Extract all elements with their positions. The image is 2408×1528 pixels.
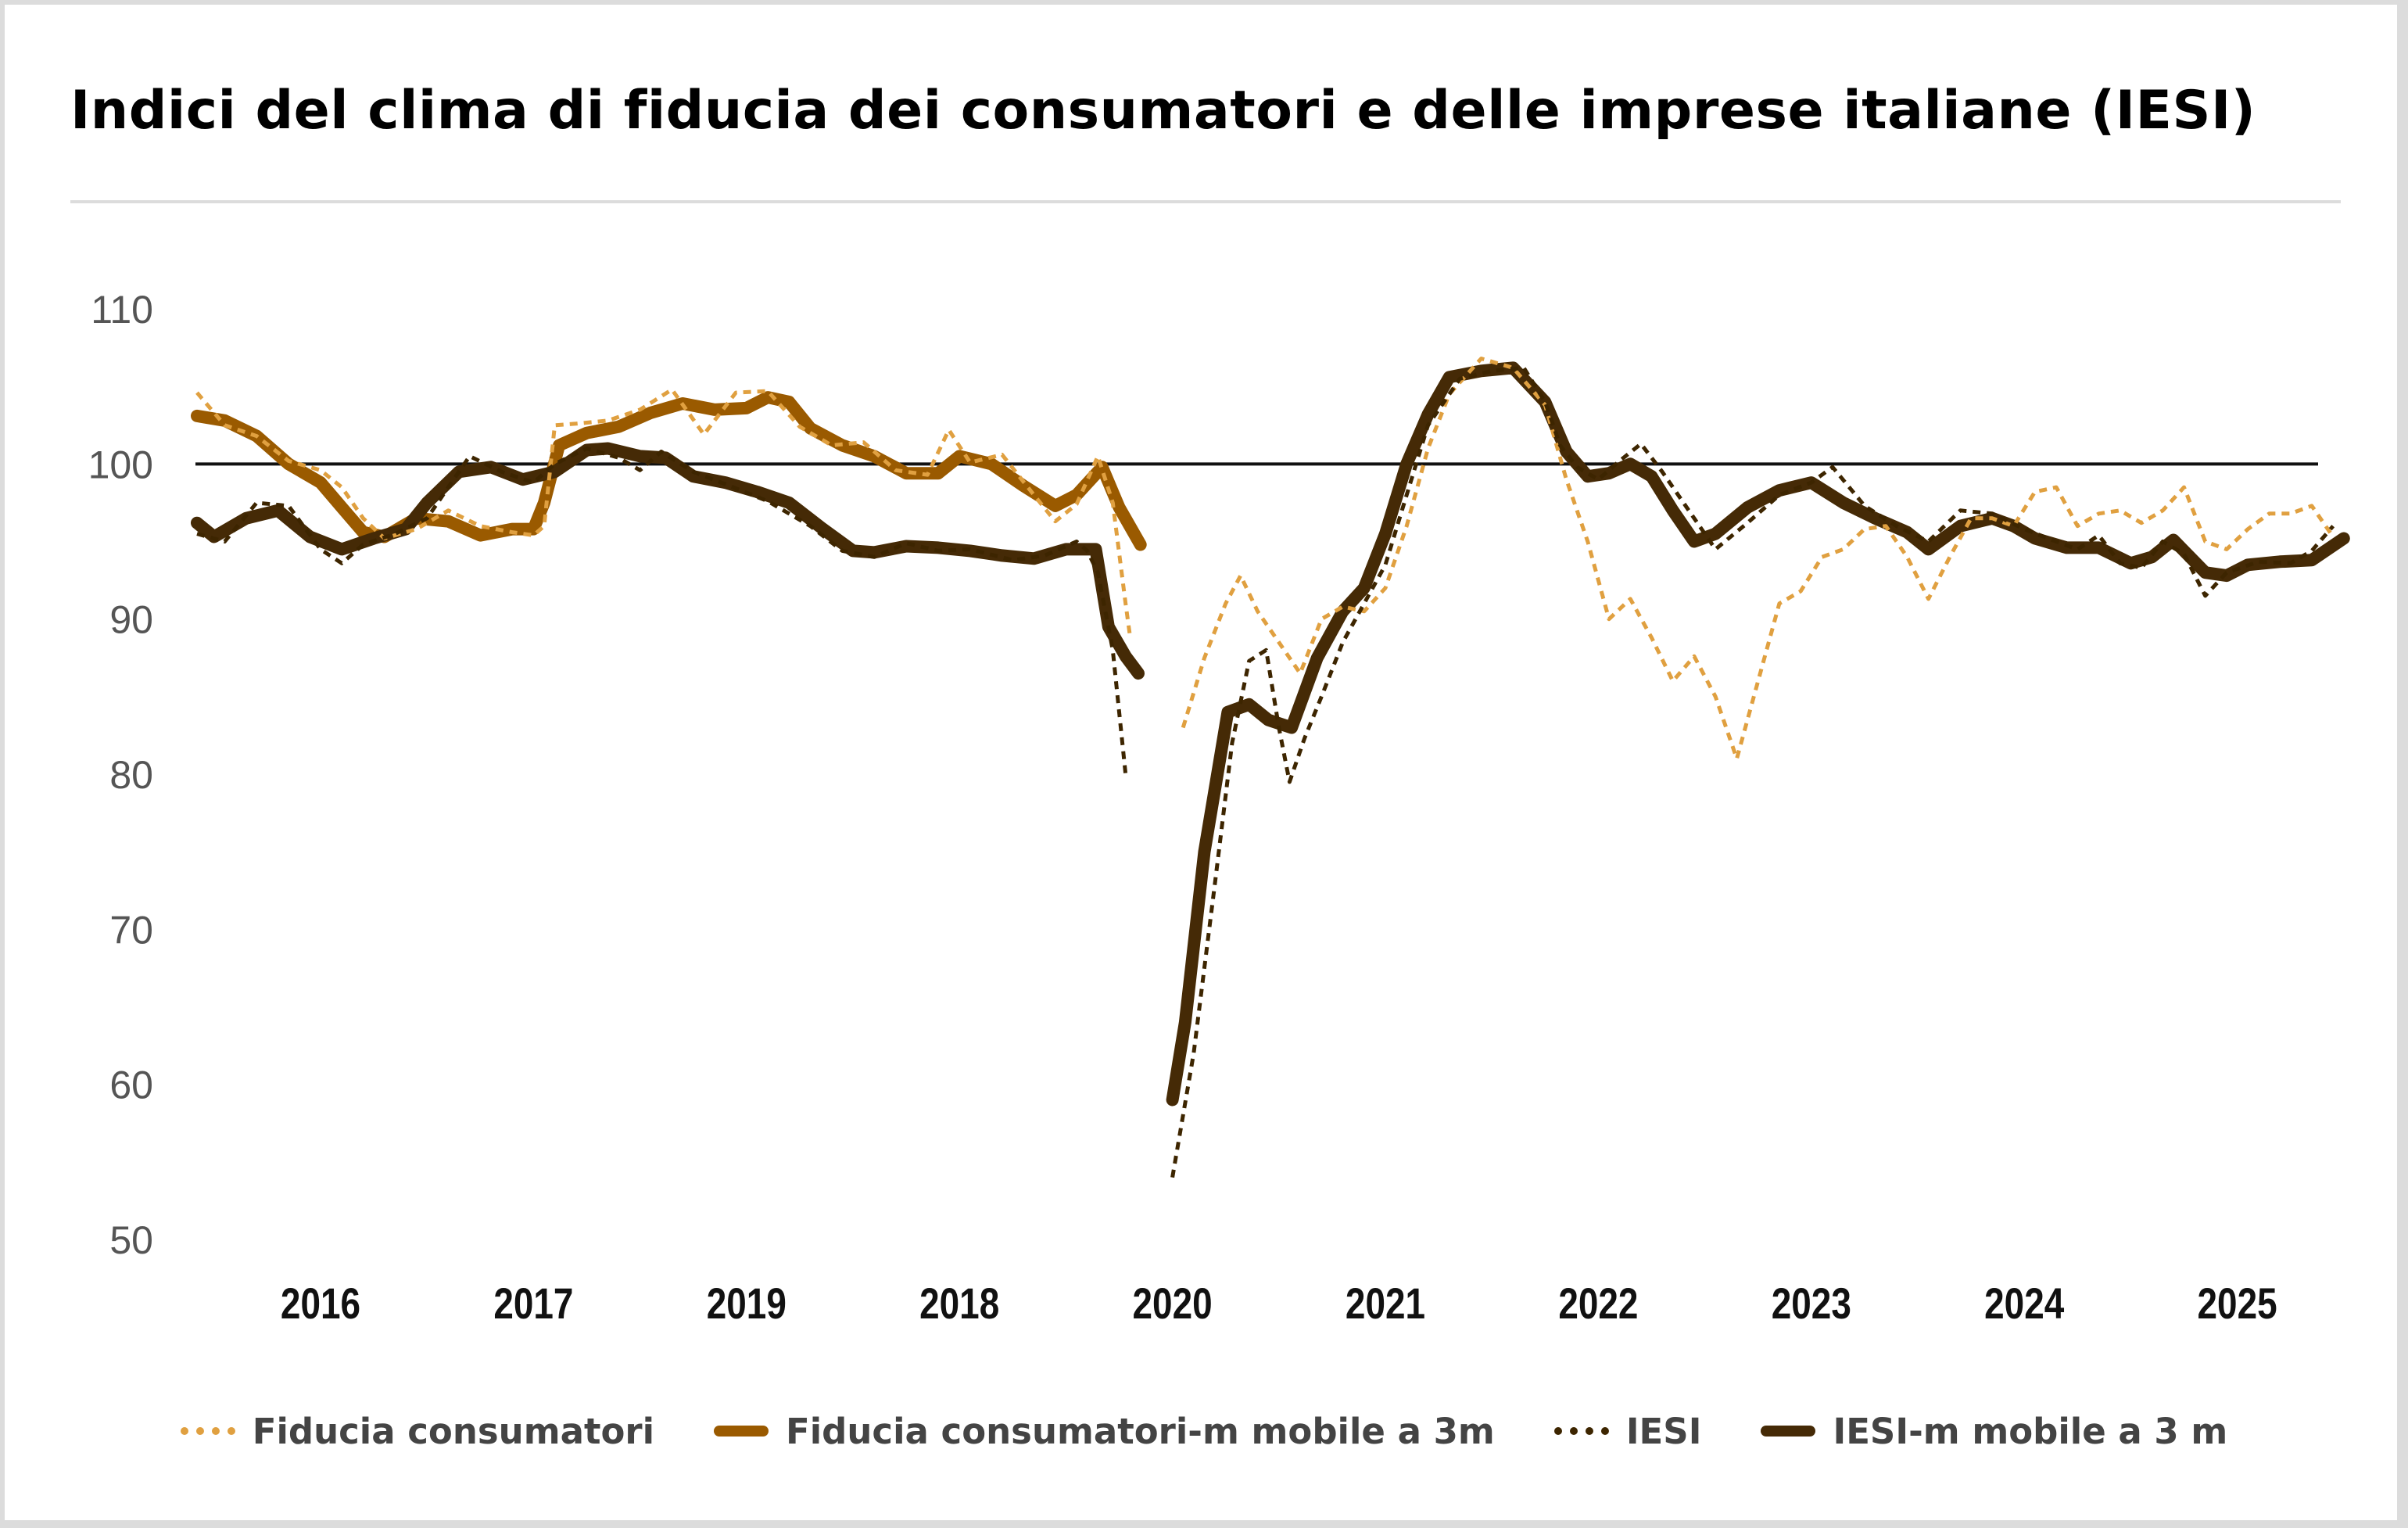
- series-iesi-m-mobile-a-3-m: [191, 361, 2350, 1107]
- series-iesi: [196, 365, 2335, 1178]
- chart-card: Indici del clima di fiducia dei consumat…: [5, 5, 2397, 1520]
- x-tick-label: 2019: [707, 1279, 787, 1328]
- series-line: [191, 442, 1145, 680]
- series-fiducia-consumatori-m-mobile-a-3m: [191, 391, 1147, 551]
- legend-label: IESI-m mobile a 3 m: [1833, 1410, 2228, 1452]
- legend-label: Fiducia consumatori: [252, 1410, 654, 1452]
- legend-item-iesi: IESI: [1553, 1410, 1702, 1452]
- y-tick-label: 100: [88, 443, 153, 486]
- legend-swatch-solid: [1761, 1426, 1816, 1437]
- legend-swatch-dotted: [180, 1427, 235, 1435]
- x-tick-label: 2018: [919, 1279, 999, 1328]
- legend-item-fiducia-consumatori: Fiducia consumatori: [180, 1410, 654, 1452]
- series-fiducia-consumatori: [195, 357, 2335, 761]
- series-line: [191, 391, 1147, 551]
- chart-title: Indici del clima di fiducia dei consumat…: [70, 80, 2256, 142]
- y-axis: 110 100 90 80 70 60 50: [88, 288, 153, 1262]
- y-tick-label: 80: [109, 753, 153, 797]
- legend-item-fiducia-consumatori-mobile: Fiducia consumatori-m mobile a 3m: [714, 1411, 1495, 1452]
- legend-swatch-dotted: [1553, 1427, 1609, 1435]
- series-line: [1181, 357, 2335, 761]
- legend-item-iesi-mobile: IESI-m mobile a 3 m: [1761, 1411, 2227, 1452]
- x-tick-label: 2021: [1346, 1279, 1425, 1328]
- y-tick-label: 110: [91, 288, 153, 332]
- legend-label: IESI: [1625, 1410, 1702, 1452]
- x-tick-label: 2016: [281, 1279, 360, 1328]
- y-tick-label: 90: [109, 598, 153, 642]
- x-tick-label: 2022: [1558, 1279, 1638, 1328]
- series-group: [191, 357, 2350, 1178]
- legend: Fiducia consumatori Fiducia consumatori-…: [0, 1408, 2408, 1454]
- series-line: [1170, 365, 2335, 1178]
- x-tick-label: 2017: [493, 1279, 573, 1328]
- legend-label: Fiducia consumatori-m mobile a 3m: [786, 1410, 1495, 1452]
- y-tick-label: 60: [109, 1064, 153, 1107]
- title-divider: [70, 200, 2341, 203]
- series-line: [195, 387, 1132, 635]
- series-line: [1166, 361, 2350, 1107]
- x-tick-label: 2024: [1984, 1279, 2065, 1328]
- x-tick-label: 2025: [2198, 1279, 2277, 1328]
- x-tick-label: 2020: [1133, 1279, 1213, 1328]
- x-tick-label: 2023: [1772, 1279, 1851, 1328]
- x-axis: 2016 2017 2019 2018 2020 2021 2022 2023 2024 2025: [281, 1279, 2277, 1328]
- y-tick-label: 70: [109, 908, 153, 952]
- y-tick-label: 50: [109, 1218, 153, 1262]
- series-line: [196, 447, 1128, 775]
- legend-swatch-solid: [714, 1426, 769, 1437]
